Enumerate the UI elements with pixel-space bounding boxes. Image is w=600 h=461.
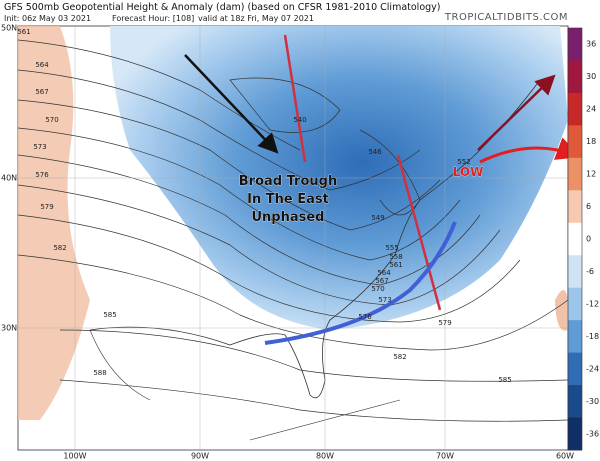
flow-arrow bbox=[184, 54, 279, 154]
contour-label: 576 bbox=[35, 171, 49, 179]
contour-label: 558 bbox=[389, 253, 402, 261]
latitude-label: 50N bbox=[1, 24, 17, 33]
colorbar-label: -18 bbox=[586, 332, 599, 341]
annotation: In The East bbox=[247, 192, 329, 207]
colorbar-label: 0 bbox=[586, 235, 591, 244]
contour-label: 576 bbox=[358, 313, 372, 321]
contour-label: 588 bbox=[93, 369, 106, 377]
colorbar-swatch bbox=[568, 28, 582, 61]
colorbar: 36 30 24 18 12 6 0 -6 -12 -18 -24 -30 -36 bbox=[567, 27, 599, 451]
colorbar-label: 30 bbox=[586, 72, 596, 81]
height-contours bbox=[17, 39, 569, 422]
colorbar-label: -24 bbox=[586, 364, 599, 373]
contour-labels: 5615645675705735765795825855885405465495… bbox=[17, 28, 511, 384]
colorbar-label: -30 bbox=[586, 397, 599, 406]
contour-label: 570 bbox=[45, 116, 58, 124]
annotation: Unphased bbox=[251, 210, 324, 225]
colorbar-swatch bbox=[568, 255, 582, 289]
forecast-hour: Forecast Hour: [108] bbox=[112, 14, 194, 23]
source: TROPICALTIDBITS.COM bbox=[444, 12, 568, 23]
jet-curve bbox=[264, 221, 457, 345]
graticule bbox=[18, 26, 568, 450]
colorbar-swatch bbox=[568, 125, 582, 159]
contour-label: 555 bbox=[385, 244, 398, 252]
longitude-label: 60W bbox=[556, 452, 574, 461]
colorbar-label: -12 bbox=[586, 299, 599, 308]
colorbar-swatch bbox=[568, 417, 582, 451]
flow-arrow bbox=[479, 137, 581, 164]
contour-label: 561 bbox=[17, 28, 30, 36]
trough-axis bbox=[283, 34, 307, 163]
low-label: LOW bbox=[453, 165, 484, 179]
contour-label: 564 bbox=[35, 61, 49, 69]
contour-label: 561 bbox=[389, 261, 402, 269]
longitude-label: 100W bbox=[63, 452, 86, 461]
coastline bbox=[89, 79, 541, 399]
contour-label: 579 bbox=[40, 203, 53, 211]
low-track bbox=[477, 74, 556, 151]
colorbar-swatch bbox=[568, 352, 582, 386]
contour-label: 585 bbox=[103, 311, 116, 319]
contour-label: 564 bbox=[377, 269, 391, 277]
contour-label: 567 bbox=[375, 277, 388, 285]
trough-axis bbox=[396, 154, 442, 311]
contour-label: 573 bbox=[378, 296, 391, 304]
colorbar-swatch bbox=[568, 157, 582, 191]
contour-label: 540 bbox=[293, 116, 306, 124]
contour-label: 546 bbox=[368, 148, 382, 156]
contour-label: 585 bbox=[498, 376, 511, 384]
colorbar-label: -36 bbox=[586, 429, 599, 438]
colorbar-label: 6 bbox=[586, 202, 591, 211]
colorbar-frame bbox=[567, 27, 583, 451]
latitude-label: 30N bbox=[1, 324, 17, 333]
colorbar-swatch bbox=[568, 222, 582, 256]
contour-label: 567 bbox=[35, 88, 48, 96]
longitude-label: 80W bbox=[316, 452, 334, 461]
colorbar-label: 18 bbox=[586, 137, 596, 146]
colorbar-swatch bbox=[568, 287, 582, 321]
colorbar-swatch bbox=[568, 190, 582, 224]
longitude-label: 90W bbox=[191, 452, 209, 461]
contour-label: 570 bbox=[371, 285, 384, 293]
latitude-label: 40N bbox=[1, 174, 17, 183]
contour-label: 552 bbox=[457, 158, 470, 166]
init-time: Init: 06z May 03 2021 bbox=[4, 14, 91, 23]
colorbar-swatch bbox=[568, 320, 582, 354]
colorbar-swatch bbox=[568, 60, 582, 94]
colorbar-label: -6 bbox=[586, 267, 594, 276]
title: GFS 500mb Geopotential Height & Anomaly … bbox=[4, 2, 441, 13]
contour-label: 582 bbox=[393, 353, 406, 361]
contour-label: 549 bbox=[371, 214, 384, 222]
contour-label: 579 bbox=[438, 319, 451, 327]
colorbar-swatch bbox=[568, 92, 582, 126]
warm-anomaly-east bbox=[555, 290, 568, 331]
contour-label: 582 bbox=[53, 244, 66, 252]
colorbar-swatch bbox=[568, 385, 582, 419]
colorbar-label: 36 bbox=[586, 40, 596, 49]
colorbar-label: 12 bbox=[586, 170, 596, 179]
valid-time: valid at 18z Fri, May 07 2021 bbox=[198, 14, 314, 23]
colorbar-label: 24 bbox=[586, 105, 596, 114]
map-area: 5615645675705735765795825855885405465495… bbox=[17, 25, 581, 451]
annotation: Broad Trough bbox=[239, 174, 337, 189]
axis-labels: 50N 40N 30N 100W 90W 80W 70W 60W bbox=[1, 24, 574, 461]
contour-label: 573 bbox=[33, 143, 46, 151]
longitude-label: 70W bbox=[436, 452, 454, 461]
warm-anomaly bbox=[18, 26, 90, 420]
